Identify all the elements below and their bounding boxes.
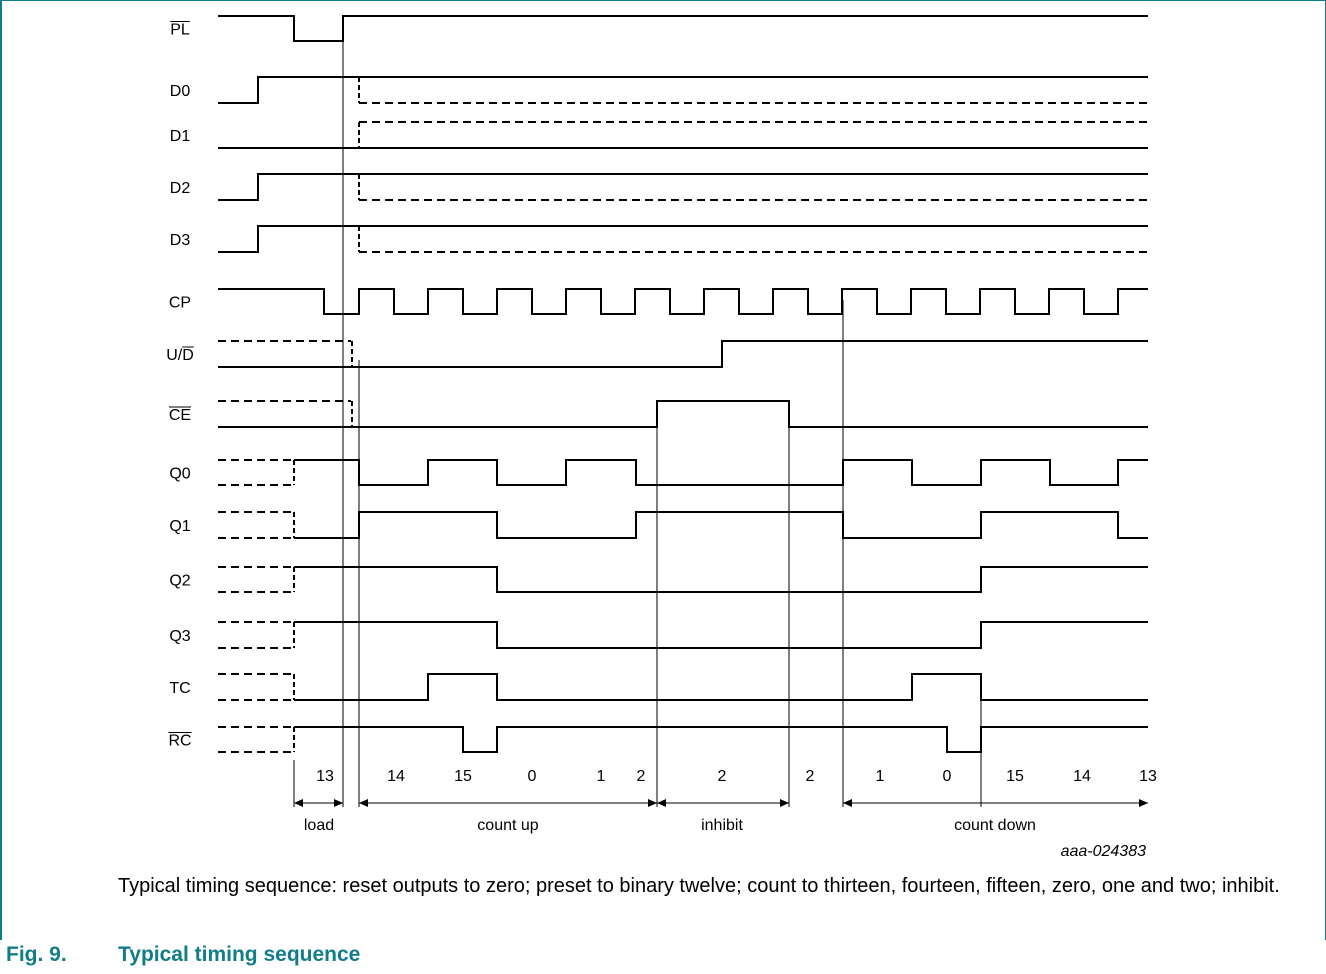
signal-label-tc: TC [169,680,190,697]
waveform-d2 [218,173,1148,201]
count-values: 13 14 15 0 1 2 2 2 1 0 15 14 13 [316,768,1157,785]
signal-label-d2: D2 [170,180,191,197]
drawing-id: aaa-024383 [1061,843,1147,860]
count-value: 14 [1073,768,1091,785]
signal-label-ce: CE [169,407,191,424]
frame-left-border [0,0,2,940]
waveform-cp [218,288,1148,315]
signal-labels: PL D0 D1 D2 D3 CP U/D CE Q0 Q1 Q2 Q3 TC RC [166,21,194,750]
waveform-q3 [294,621,1148,649]
arrowhead-right [648,799,657,807]
waveform-pl [218,15,1148,42]
count-value: 0 [943,768,952,785]
waveform-tc [294,673,1148,701]
count-value: 0 [528,768,537,785]
arrowhead-right [334,799,343,807]
figure-caption: Typical timing sequence: reset outputs t… [118,875,1280,897]
waveforms [218,15,1148,753]
signal-label-cp: CP [169,295,191,312]
phase-annotations: load count up inhibit count down [294,799,1148,834]
arrowhead-left [843,799,852,807]
timing-guide-lines [293,20,982,807]
signal-label-q0: Q0 [169,466,190,483]
signal-label-rc: RC [168,733,191,750]
phase-label: inhibit [701,817,743,834]
arrowhead-right [780,799,789,807]
signal-label-ud: U/D [166,347,194,364]
signal-label-pl: PL [170,22,190,39]
phase-label: load [304,817,334,834]
signal-label-d3: D3 [170,232,191,249]
arrowhead-left [657,799,666,807]
waveform-ud [218,340,1148,368]
count-value: 13 [316,768,334,785]
arrowhead-left [359,799,368,807]
arrowhead-left [294,799,303,807]
waveform-d0 [218,76,1148,104]
waveform-ce [218,400,1148,428]
count-value: 15 [454,768,472,785]
waveform-q1 [294,511,1148,539]
count-value: 2 [806,768,815,785]
signal-label-d0: D0 [170,83,191,100]
count-value: 2 [637,768,646,785]
signal-label-d1: D1 [170,128,191,145]
count-value: 14 [387,768,405,785]
count-value: 1 [876,768,885,785]
waveform-q2 [294,566,1148,593]
signal-label-q3: Q3 [169,628,190,645]
phase-label: count down [954,817,1036,834]
count-value: 13 [1139,768,1157,785]
count-value: 2 [718,768,727,785]
waveform-d3 [218,225,1148,253]
count-value: 15 [1006,768,1024,785]
timing-diagram: PL D0 D1 D2 D3 CP U/D CE Q0 Q1 Q2 Q3 TC RC 13 14 15 0 1 2 2… [166,15,1157,860]
count-value: 1 [597,768,606,785]
phase-label: count up [477,817,538,834]
arrowhead-right [1139,799,1148,807]
waveform-q0 [294,459,1148,486]
signal-label-q2: Q2 [169,573,190,590]
frame-top-border [0,0,1326,1]
waveform-rc [294,726,1148,753]
figure-number: Fig. 9. [6,943,67,966]
signal-label-q1: Q1 [169,518,190,535]
figure-title: Typical timing sequence [118,943,361,966]
